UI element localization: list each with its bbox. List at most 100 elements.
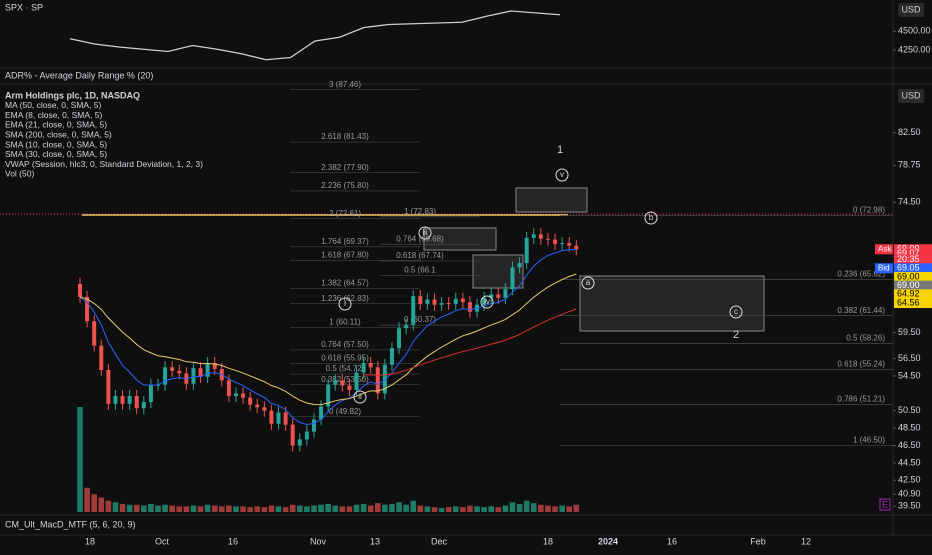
fib-label: 0.618 (55.95) [321,354,369,363]
candle-body [524,237,529,264]
y-tick-label: 59.50 [898,327,921,337]
x-tick-label: 12 [801,536,811,546]
volume-bar [424,506,431,512]
wave-label: v [560,170,564,179]
candle-body [574,245,579,250]
wave-label: iii [422,228,428,237]
wave-circle [581,276,595,290]
candle-body [262,407,267,411]
price-tag-label: 64.92 [897,289,920,299]
y-tick-label: 82.50 [898,127,921,137]
volume-bar [296,505,303,512]
spx-tick-label: 4500.00 [898,26,931,36]
volume-bar [183,506,190,512]
candle-body [340,380,345,386]
candle-body [453,298,458,304]
currency-button[interactable] [898,3,924,17]
candle-body [276,412,281,424]
candle-body [85,296,90,322]
candle-body [297,439,302,446]
volume-bar [374,503,381,512]
volume-bar [460,507,466,512]
wave-label: i [344,299,346,308]
fib-label: 0.618 (67.74) [396,251,444,260]
legend-entry: VWAP (Session, hlc3, 0, Standard Deviati… [5,159,203,169]
volume-bar [516,503,523,512]
candle-body [510,267,515,290]
candle-body [368,362,373,368]
candle-body [517,263,522,268]
y-tick-label: 40.90 [898,489,921,499]
price-tag [875,244,893,255]
candle-body [78,283,82,297]
y-tick-label: 42.50 [898,475,921,485]
volume-bar [353,504,360,512]
fib-label: 0.764 (69.68) [396,234,444,243]
x-tick-label: 16 [228,536,238,546]
volume-bar [396,502,402,512]
legend-entry: Vol (50) [5,169,34,179]
candle-body [326,384,331,407]
badge-box[interactable] [879,498,891,511]
candle-body [92,321,97,346]
volume-bar [133,504,140,512]
fib-label: 0.786 (51.21) [837,395,885,404]
volume-bar [467,505,473,512]
legend-entry: MA (50, close, 0, SMA, 5) [5,100,102,110]
candle-body [439,303,444,305]
moving-average [363,308,577,376]
volume-bar [311,505,317,512]
candle-body [411,296,416,325]
currency-button[interactable] [898,89,924,103]
volume-bar [126,504,133,512]
candle-body [560,243,565,245]
volume-bar [105,500,112,512]
fib-label: 0.382 (61.44) [837,306,885,315]
volume-bar [410,500,417,512]
volume-bar [474,506,480,512]
spx-tick-label: 4250.00 [898,44,931,54]
price-tag-label: 64.56 [897,297,920,307]
volume-bar [530,503,537,512]
fib-label: 1 (46.50) [853,436,885,445]
wave-circle [338,297,352,311]
volume-bar [233,506,239,512]
price-tag [894,263,932,274]
price-tag-name: Ask [878,244,892,253]
volume-bar [509,502,516,512]
candle-body [106,369,111,404]
wave-label: ii [358,392,362,401]
wave-circle [644,211,658,225]
price-tag [894,254,932,265]
fib-label: 2.618 (81.43) [321,132,369,141]
candle-body [496,294,501,298]
legend-entry: EMA (21, close, 0, SMA, 5) [5,120,107,130]
volume-bar [389,503,395,512]
x-tick-label: 2024 [598,536,618,546]
fib-label: 0.236 (65.62) [837,270,885,279]
fib-label: 1.618 (67.80) [321,251,369,260]
y-tick-label: 46.50 [898,440,921,450]
macd-title: CM_Ult_MacD_MTF (5, 6, 20, 9) [5,519,136,529]
wave-label: iv [484,297,490,306]
candle-body [397,328,402,349]
volume-bar [304,506,310,512]
volume-bar [211,505,218,512]
volume-bar [325,503,331,512]
y-tick-label: 44.50 [898,457,921,467]
fib-label: 1 (72.83) [404,207,436,216]
price-tag [894,298,932,309]
price-tag-label: 69.07 [897,248,920,258]
currency: USD [901,4,921,14]
candle-body [141,402,146,409]
price-tag [894,289,932,300]
candle-body [311,419,316,432]
candle-body [99,345,104,370]
volume-bar [148,503,154,512]
y-tick-label: 39.50 [898,501,921,511]
volume-bar [247,507,253,512]
candle-body [134,395,139,409]
candle-body [148,384,153,403]
x-tick-label: Feb [750,536,766,546]
x-tick-label: 16 [667,536,677,546]
